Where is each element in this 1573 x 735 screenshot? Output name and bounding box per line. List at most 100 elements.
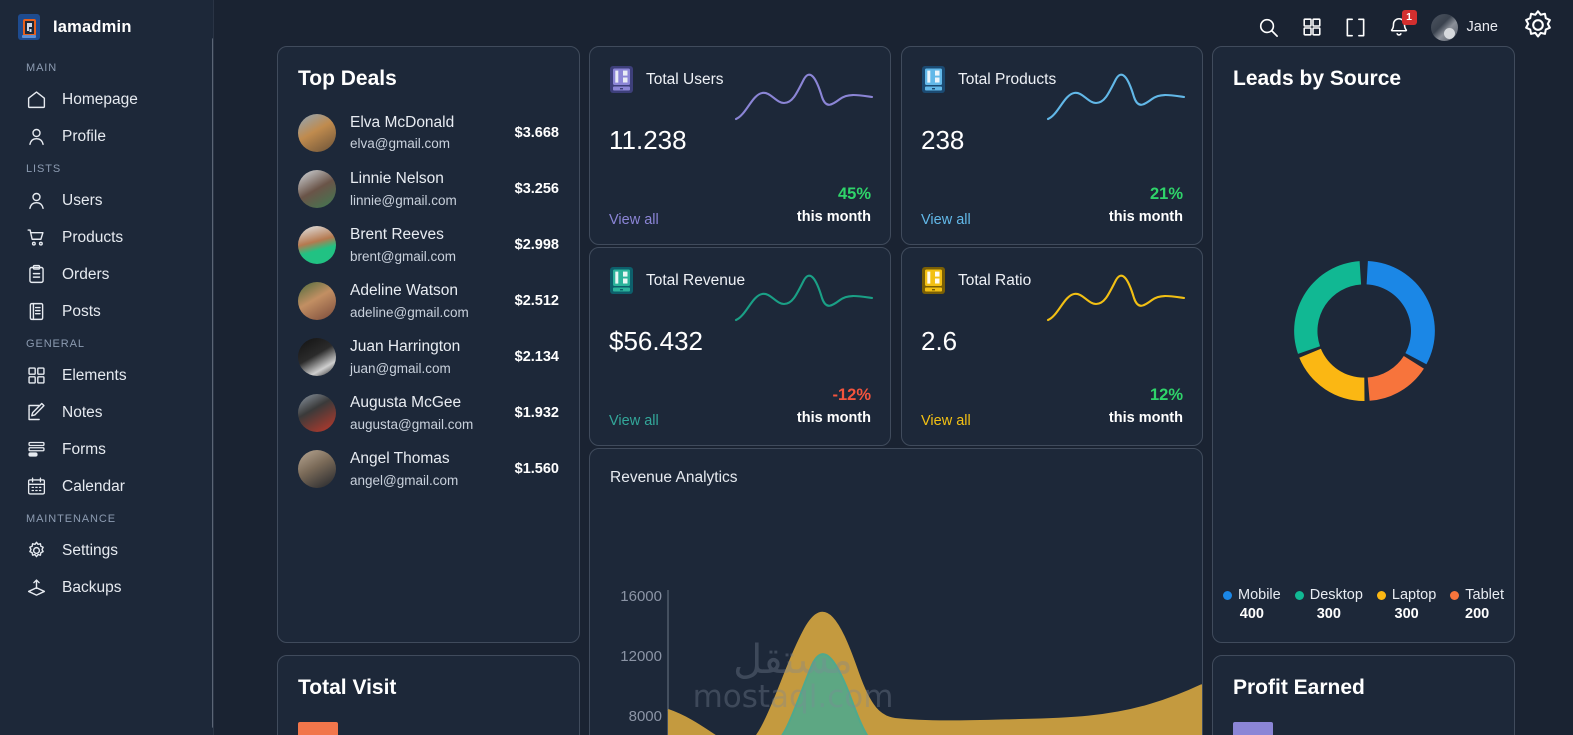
donut-segment-desktop [1293, 261, 1361, 354]
deal-name: Linnie Nelson [350, 170, 444, 188]
sidebar-item-label: Elements [62, 366, 127, 384]
deal-email: elva@gmail.com [350, 136, 450, 152]
stat-percent: 21% [1149, 185, 1183, 204]
panel-title: Leads by Source [1233, 67, 1402, 90]
deal-amount: $2.134 [514, 349, 559, 366]
revenue-analytics-panel: Revenue Analytics 16000 12000 8000 مستقل… [589, 448, 1203, 735]
legend-dot [1450, 590, 1460, 600]
legend-item[interactable]: Desktop 300 [1294, 587, 1363, 622]
legend-label: Tablet [1465, 587, 1504, 603]
sidebar-item-backups[interactable]: Backups [0, 569, 213, 606]
calendar-icon [26, 476, 47, 497]
deal-amount: $3.668 [514, 125, 559, 142]
avatar [298, 226, 336, 265]
legend-item[interactable]: Laptop 300 [1376, 587, 1437, 622]
sidebar-item-forms[interactable]: Forms [0, 431, 213, 468]
user-menu[interactable]: Jane [1430, 13, 1498, 41]
legend-item[interactable]: Mobile 400 [1223, 587, 1281, 622]
deal-email: adeline@gmail.com [350, 304, 469, 320]
deal-amount: $1.560 [514, 461, 559, 478]
leads-by-source-panel: Leads by Source Mobile 400 Desktop 300 L [1212, 46, 1515, 643]
deal-name: Brent Reeves [350, 226, 444, 244]
stat-title: Total Revenue [646, 271, 746, 289]
profit-earned-panel: Profit Earned [1212, 655, 1515, 735]
stat-title: Total Products [958, 70, 1057, 88]
sidebar-item-products[interactable]: Products [0, 219, 213, 256]
sidebar-item-label: Homepage [62, 90, 138, 108]
home-icon [26, 89, 47, 110]
deal-name: Juan Harrington [350, 338, 461, 356]
deal-name: Elva McDonald [350, 114, 455, 131]
avatar [1430, 13, 1458, 41]
donut-segment-laptop [1298, 348, 1364, 402]
list-item[interactable]: Juan Harrington juan@gmail.com $2.134 [298, 329, 559, 385]
top-deals-panel: Top Deals Elva McDonald elva@gmail.com $… [277, 46, 580, 643]
legend-value: 200 [1465, 606, 1490, 622]
sidebar-item-label: Posts [62, 302, 101, 320]
sidebar-item-homepage[interactable]: Homepage [0, 81, 213, 118]
notifications-button[interactable]: 1 [1388, 10, 1417, 38]
sidebar-item-label: Calendar [62, 477, 125, 495]
sidebar-scrollbar[interactable] [212, 38, 213, 728]
stat-period: this month [796, 409, 871, 426]
deal-name: Angel Thomas [350, 450, 450, 468]
list-item[interactable]: Angel Thomas angel@gmail.com $1.560 [298, 441, 559, 497]
stat-card-total-ratio[interactable]: Total Ratio 2.6 View all 12% this month [901, 247, 1203, 446]
y-axis-tick: 16000 [620, 588, 662, 605]
sidebar-item-notes[interactable]: Notes [0, 394, 213, 431]
sidebar-item-users[interactable]: Users [0, 182, 213, 219]
list-item[interactable]: Linnie Nelson linnie@gmail.com $3.256 [298, 161, 559, 217]
sidebar-item-settings[interactable]: Settings [0, 532, 213, 569]
view-all-link[interactable]: View all [609, 212, 659, 228]
settings-gear-icon[interactable] [1521, 8, 1555, 47]
stat-value: 11.238 [609, 125, 687, 155]
stat-period: this month [1108, 409, 1183, 426]
stat-percent: -12% [832, 386, 871, 405]
user-icon [26, 190, 47, 211]
avatar [298, 114, 336, 153]
chart-title: Revenue Analytics [610, 469, 738, 486]
panel-title: Total Visit [298, 676, 397, 699]
stat-title: Total Ratio [958, 271, 1032, 289]
bar-chart-bar [1233, 722, 1273, 735]
nav-section-main: MAIN [26, 62, 58, 74]
clipboard-icon [26, 264, 47, 285]
stat-card-total-users[interactable]: Total Users 11.238 View all 45% this mon… [589, 46, 891, 245]
search-icon[interactable] [1257, 16, 1280, 39]
stat-percent: 12% [1149, 386, 1183, 405]
deal-amount: $2.512 [514, 293, 559, 310]
sidebar-item-label: Backups [62, 578, 122, 596]
legend-item[interactable]: Tablet 200 [1450, 587, 1504, 622]
avatar [298, 338, 336, 377]
stat-card-total-revenue[interactable]: Total Revenue $56.432 View all -12% this… [589, 247, 891, 446]
notification-badge: 1 [1401, 10, 1417, 25]
deal-email: angel@gmail.com [350, 472, 459, 488]
view-all-link[interactable]: View all [921, 413, 971, 429]
fullscreen-icon[interactable] [1344, 16, 1367, 39]
list-item[interactable]: Augusta McGee augusta@gmail.com $1.932 [298, 385, 559, 441]
deal-email: juan@gmail.com [350, 360, 451, 376]
list-item[interactable]: Adeline Watson adeline@gmail.com $2.512 [298, 273, 559, 329]
sidebar-item-orders[interactable]: Orders [0, 256, 213, 293]
deal-name: Augusta McGee [350, 394, 462, 412]
sidebar-item-elements[interactable]: Elements [0, 357, 213, 394]
sidebar-item-profile[interactable]: Profile [0, 118, 213, 155]
sparkline-chart [734, 274, 874, 322]
nav-section-lists: LISTS [26, 163, 62, 175]
chart-legend: Mobile 400 Desktop 300 Laptop 300 Tablet… [1223, 587, 1504, 622]
list-item[interactable]: Brent Reeves brent@gmail.com $2.998 [298, 217, 559, 273]
view-all-link[interactable]: View all [609, 413, 659, 429]
stat-card-total-products[interactable]: Total Products 238 View all 21% this mon… [901, 46, 1203, 245]
document-icon [26, 301, 47, 322]
list-item[interactable]: Elva McDonald elva@gmail.com $3.668 [298, 105, 559, 161]
brand-logo[interactable]: Iamadmin [0, 0, 213, 54]
sidebar-item-calendar[interactable]: Calendar [0, 468, 213, 505]
view-all-link[interactable]: View all [921, 212, 971, 228]
gear-icon [26, 540, 47, 561]
sidebar-item-label: Profile [62, 127, 106, 145]
legend-label: Laptop [1391, 587, 1437, 603]
legend-value: 300 [1316, 606, 1341, 622]
grid-apps-icon[interactable] [1301, 16, 1323, 38]
nav-section-maintenance: MAINTENANCE [26, 513, 116, 525]
sidebar-item-posts[interactable]: Posts [0, 293, 213, 330]
